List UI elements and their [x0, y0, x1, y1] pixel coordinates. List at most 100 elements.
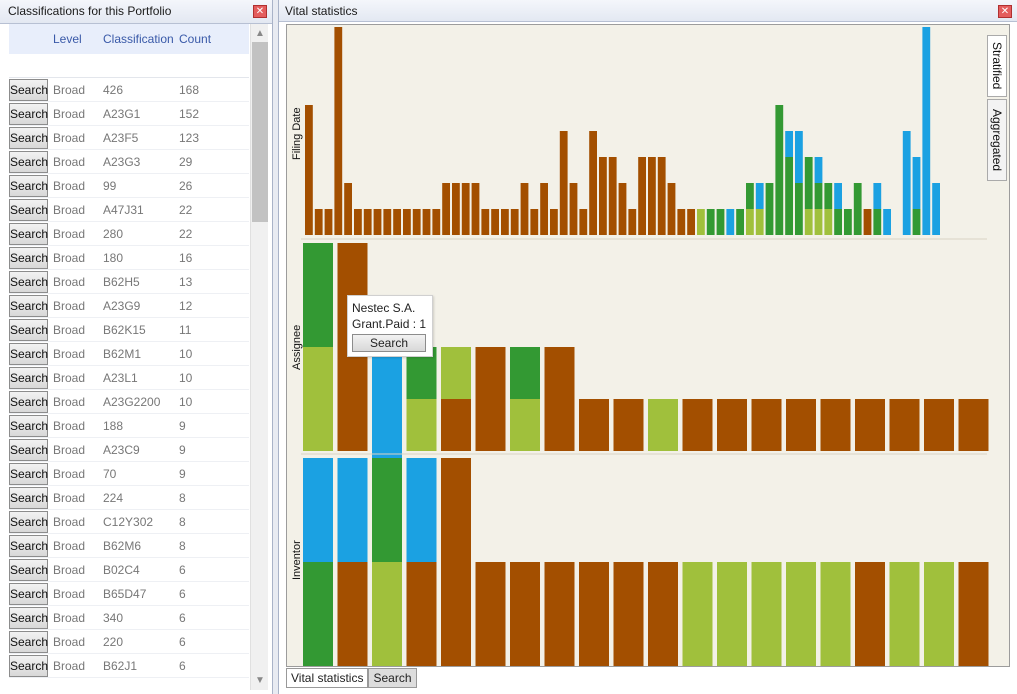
tab-stratified[interactable]: Stratified: [987, 35, 1007, 97]
table-row[interactable]: SearchBroadB65D476: [9, 582, 249, 606]
chart-bar-segment[interactable]: [393, 209, 401, 235]
chart-bar-segment[interactable]: [786, 562, 816, 666]
chart-bar-segment[interactable]: [619, 183, 627, 235]
row-search-button[interactable]: Search: [9, 175, 48, 197]
table-row[interactable]: SearchBroadA23F5123: [9, 126, 249, 150]
chart-bar-segment[interactable]: [303, 458, 333, 562]
tab-search[interactable]: Search: [368, 668, 416, 688]
chart-bar-segment[interactable]: [913, 157, 921, 209]
scroll-down-icon[interactable]: ▼: [255, 675, 265, 686]
row-search-button[interactable]: Search: [9, 247, 48, 269]
table-row[interactable]: SearchBroad709: [9, 462, 249, 486]
chart-bar-segment[interactable]: [609, 157, 617, 235]
table-row[interactable]: SearchBroad18016: [9, 246, 249, 270]
table-row[interactable]: SearchBroadA23G329: [9, 150, 249, 174]
chart-bar-segment[interactable]: [511, 209, 519, 235]
chart-bar-segment[interactable]: [383, 209, 391, 235]
chart-bar-segment[interactable]: [315, 209, 323, 235]
chart-bar-segment[interactable]: [599, 157, 607, 235]
chart-bar-segment[interactable]: [441, 458, 471, 666]
row-search-button[interactable]: Search: [9, 391, 48, 413]
chart-bar-segment[interactable]: [476, 562, 506, 666]
table-row[interactable]: SearchBroadB62J16: [9, 654, 249, 678]
chart-bar-segment[interactable]: [407, 399, 437, 451]
chart-bar-segment[interactable]: [873, 183, 881, 209]
table-row[interactable]: SearchBroadB02C46: [9, 558, 249, 582]
chart-bar-segment[interactable]: [432, 209, 440, 235]
scroll-thumb[interactable]: [252, 42, 268, 222]
chart-bar-segment[interactable]: [775, 105, 783, 235]
chart-bar-segment[interactable]: [441, 347, 471, 399]
table-row[interactable]: SearchBroadA23L110: [9, 366, 249, 390]
chart-bar-segment[interactable]: [579, 399, 609, 451]
chart-bar-segment[interactable]: [924, 399, 954, 451]
row-search-button[interactable]: Search: [9, 367, 48, 389]
chart-bar-segment[interactable]: [658, 157, 666, 235]
header-classification[interactable]: Classification: [99, 24, 175, 54]
row-search-button[interactable]: Search: [9, 127, 48, 149]
chart-bar-segment[interactable]: [668, 183, 676, 235]
chart-bar-segment[interactable]: [372, 354, 402, 458]
table-row[interactable]: SearchBroad426168: [9, 78, 249, 102]
row-search-button[interactable]: Search: [9, 79, 48, 101]
header-level[interactable]: Level: [49, 24, 99, 54]
chart-bar-segment[interactable]: [959, 562, 989, 666]
chart-bar-segment[interactable]: [476, 347, 506, 451]
chart-bar-segment[interactable]: [462, 183, 470, 235]
chart-bar-segment[interactable]: [372, 562, 402, 666]
row-search-button[interactable]: Search: [9, 487, 48, 509]
row-search-button[interactable]: Search: [9, 103, 48, 125]
close-icon[interactable]: ✕: [998, 5, 1012, 18]
chart-bar-segment[interactable]: [614, 562, 644, 666]
chart-bar-segment[interactable]: [305, 105, 313, 235]
chart-bar-segment[interactable]: [805, 157, 813, 209]
chart-bar-segment[interactable]: [481, 209, 489, 235]
chart-bar-segment[interactable]: [472, 183, 480, 235]
chart-bar-segment[interactable]: [805, 209, 813, 235]
chart-bar-segment[interactable]: [683, 399, 713, 451]
table-row[interactable]: SearchBroad3406: [9, 606, 249, 630]
row-search-button[interactable]: Search: [9, 223, 48, 245]
chart-bar-segment[interactable]: [648, 157, 656, 235]
chart-bar-segment[interactable]: [815, 183, 823, 209]
chart-bar-segment[interactable]: [545, 347, 575, 451]
chart-bar-segment[interactable]: [338, 562, 368, 666]
row-search-button[interactable]: Search: [9, 439, 48, 461]
table-row[interactable]: SearchBroadA23C99: [9, 438, 249, 462]
chart-bar-segment[interactable]: [560, 131, 568, 235]
close-icon[interactable]: ✕: [253, 5, 267, 18]
chart-bar-segment[interactable]: [824, 183, 832, 209]
chart-bar-segment[interactable]: [354, 209, 362, 235]
row-search-button[interactable]: Search: [9, 559, 48, 581]
table-row[interactable]: SearchBroadB62M68: [9, 534, 249, 558]
chart-bar-segment[interactable]: [824, 209, 832, 235]
chart-bar-segment[interactable]: [795, 183, 803, 235]
row-search-button[interactable]: Search: [9, 199, 48, 221]
chart-bar-segment[interactable]: [821, 399, 851, 451]
chart-bar-segment[interactable]: [746, 209, 754, 235]
chart-bar-segment[interactable]: [821, 562, 851, 666]
chart-bar-segment[interactable]: [344, 183, 352, 235]
chart-bar-segment[interactable]: [786, 399, 816, 451]
chart-bar-segment[interactable]: [510, 347, 540, 399]
table-row[interactable]: SearchBroad2206: [9, 630, 249, 654]
chart-bar-segment[interactable]: [815, 157, 823, 183]
chart-bar-segment[interactable]: [638, 157, 646, 235]
chart-bar-segment[interactable]: [501, 209, 509, 235]
chart-bar-segment[interactable]: [648, 562, 678, 666]
row-search-button[interactable]: Search: [9, 655, 48, 677]
chart-bar-segment[interactable]: [452, 183, 460, 235]
chart-bar-segment[interactable]: [890, 399, 920, 451]
chart-bar-segment[interactable]: [922, 27, 930, 235]
header-count[interactable]: Count: [175, 24, 215, 54]
row-search-button[interactable]: Search: [9, 319, 48, 341]
chart-bar-segment[interactable]: [530, 209, 538, 235]
table-row[interactable]: SearchBroadB62M110: [9, 342, 249, 366]
row-search-button[interactable]: Search: [9, 583, 48, 605]
tab-aggregated[interactable]: Aggregated: [987, 99, 1007, 181]
table-row[interactable]: SearchBroad1889: [9, 414, 249, 438]
chart-bar-segment[interactable]: [521, 183, 529, 235]
chart-bar-segment[interactable]: [717, 562, 747, 666]
chart-bar-segment[interactable]: [407, 562, 437, 666]
table-row[interactable]: SearchBroadB62H513: [9, 270, 249, 294]
